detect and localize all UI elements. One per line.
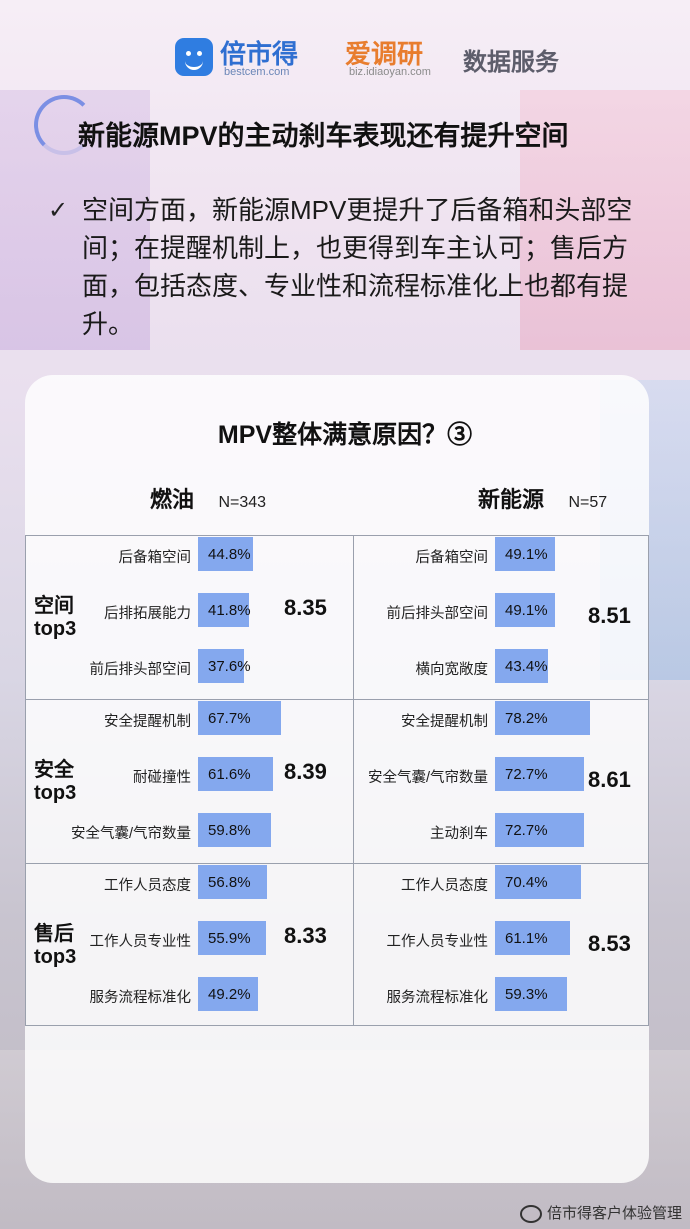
bar-value: 41.8% (208, 602, 251, 619)
bar (495, 757, 584, 791)
bar (495, 977, 567, 1011)
bar-label: 工作人员专业性 (89, 934, 192, 950)
brand-data-service: 数据服务 (463, 49, 559, 76)
bar-value: 55.9% (208, 930, 251, 947)
bar-value: 49.1% (505, 546, 548, 563)
brand-idiaoyan-url: biz.idiaoyan.com (349, 66, 431, 78)
bar (495, 649, 548, 683)
bar-value: 43.4% (505, 658, 548, 675)
category-label-line: top3 (34, 618, 77, 640)
grid-line-row (25, 535, 649, 536)
group-count-nev: N=57 (568, 494, 608, 511)
bar-label: 主动刹车 (430, 826, 488, 842)
category-label-line: 空间 (34, 595, 74, 617)
bar (495, 865, 581, 899)
bar (495, 921, 570, 955)
bar (495, 813, 584, 847)
bar-label: 安全提醒机制 (104, 714, 191, 730)
bar-label: 耐碰撞性 (133, 770, 191, 786)
satisfaction-score: 8.33 (284, 923, 327, 948)
bar-label: 服务流程标准化 (89, 990, 192, 1006)
bar-label: 工作人员态度 (401, 878, 488, 894)
bar-label: 安全气囊/气帘数量 (367, 770, 488, 786)
bar-label: 安全气囊/气帘数量 (70, 826, 191, 842)
bar-value: 56.8% (208, 874, 251, 891)
bestcem-logo-icon (175, 38, 213, 76)
category-label-line: top3 (34, 946, 77, 968)
weibo-icon (519, 1205, 542, 1223)
group-header-nev: 新能源 N=57 (478, 482, 607, 514)
bar (198, 701, 281, 735)
brand-bestcem-url: bestcem.com (224, 66, 290, 78)
page-title: 新能源MPV的主动刹车表现还有提升空间 (78, 121, 569, 151)
bar-value: 67.7% (208, 710, 251, 727)
category-label: 安全 top3 (34, 759, 76, 805)
group-header-fuel: 燃油 N=343 (150, 482, 266, 514)
category-label-line: 售后 (34, 923, 74, 945)
bar (495, 537, 555, 571)
chart-table: 空间 top3 后备箱空间 44.8% 后排拓展能力 41.8% 前后排头部空间 37.6% 8… (25, 535, 649, 1026)
bullet-text: 空间方面，新能源MPV更提升了后备箱和头部空间；在提醒机制上，也更得到车主认可；… (82, 195, 633, 339)
bar-value: 44.8% (208, 546, 251, 563)
brand-idiaoyan: 爱调研 (345, 39, 424, 69)
ring-decoration-icon (34, 95, 94, 155)
grid-line-middle (353, 535, 354, 1026)
bar (495, 701, 590, 735)
bar-value: 59.8% (208, 822, 251, 839)
category-label-line: 安全 (34, 759, 74, 781)
brand-bestcem: 倍市得 (220, 39, 299, 69)
bar-label: 服务流程标准化 (386, 990, 489, 1006)
bar-label: 前后排头部空间 (89, 662, 192, 678)
satisfaction-score: 8.39 (284, 759, 327, 784)
group-name-fuel: 燃油 (150, 487, 195, 512)
bar-value: 37.6% (208, 658, 251, 675)
bar-value: 78.2% (505, 710, 548, 727)
header: 倍市得 bestcem.com 爱调研 biz.idiaoyan.com 数据服… (0, 30, 690, 90)
category-label: 空间 top3 (34, 595, 76, 641)
grid-line-row (25, 1025, 649, 1026)
grid-line-row (25, 699, 649, 700)
bar (198, 649, 244, 683)
bar-value: 70.4% (505, 874, 548, 891)
bar-label: 后备箱空间 (415, 550, 489, 566)
grid-line-left (25, 535, 26, 1026)
satisfaction-score: 8.35 (284, 595, 327, 620)
bar (198, 757, 273, 791)
bar (495, 593, 555, 627)
bar-label: 横向宽敞度 (415, 662, 489, 678)
bar (198, 813, 271, 847)
bar (198, 921, 266, 955)
bar-label: 后排拓展能力 (104, 606, 191, 622)
bar-label: 工作人员态度 (104, 878, 191, 894)
bar (198, 977, 258, 1011)
bar-label: 后备箱空间 (118, 550, 192, 566)
bar-label: 工作人员专业性 (386, 934, 489, 950)
grid-line-row (25, 863, 649, 864)
bar-label: 安全提醒机制 (401, 714, 488, 730)
bar (198, 537, 253, 571)
group-name-nev: 新能源 (478, 487, 545, 512)
grid-line-right (648, 535, 649, 1026)
checkmark-icon: ✓ (48, 196, 69, 224)
watermark-text: 倍市得客户体验管理 (546, 1204, 682, 1222)
bar-value: 61.6% (208, 766, 251, 783)
bar (198, 865, 267, 899)
bar-value: 49.2% (208, 986, 251, 1003)
satisfaction-score: 8.61 (588, 767, 631, 792)
bar-value: 49.1% (505, 602, 548, 619)
bar-value: 59.3% (505, 986, 548, 1003)
group-count-fuel: N=343 (218, 494, 267, 511)
chart-title: MPV整体满意原因？③ (217, 421, 473, 449)
bar (198, 593, 249, 627)
category-label-line: top3 (34, 782, 77, 804)
bar-label: 前后排头部空间 (386, 606, 489, 622)
bar-value: 72.7% (505, 822, 548, 839)
satisfaction-score: 8.53 (588, 931, 631, 956)
weibo-watermark: 倍市得客户体验管理 (519, 1202, 682, 1223)
bar-value: 72.7% (505, 766, 548, 783)
satisfaction-score: 8.51 (588, 603, 631, 628)
category-label: 售后 top3 (34, 923, 76, 969)
bar-value: 61.1% (505, 930, 548, 947)
